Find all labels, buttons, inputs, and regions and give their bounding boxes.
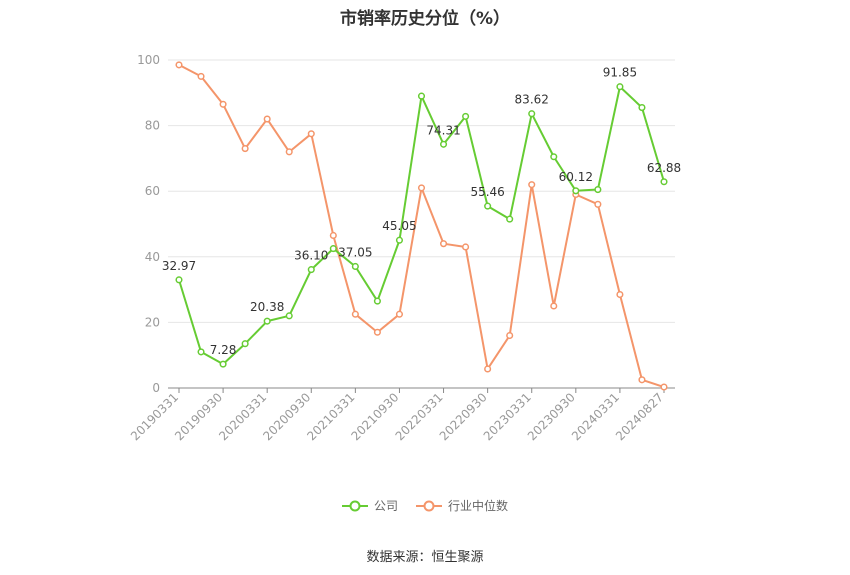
- y-tick-label: 100: [137, 53, 160, 67]
- data-point: [638, 376, 646, 384]
- legend-label-industry-median: 行业中位数: [448, 499, 509, 513]
- data-point: [439, 240, 448, 248]
- legend-item-industry-median[interactable]: 行业中位数: [416, 497, 508, 514]
- data-point: [417, 184, 426, 192]
- data-point: [307, 266, 315, 274]
- data-point: [462, 112, 470, 120]
- data-label: 20.38: [250, 300, 284, 314]
- data-point: [484, 202, 492, 210]
- data-point: [572, 187, 580, 195]
- legend-label-company: 公司: [373, 499, 398, 513]
- y-tick-label: 0: [152, 381, 160, 395]
- data-point: [638, 104, 646, 112]
- data-point: [528, 181, 536, 189]
- data-point: [528, 110, 536, 118]
- x-axis: 2019033120190930202003312020093020210331…: [128, 387, 675, 443]
- series-group: [175, 61, 668, 391]
- data-point: [462, 243, 470, 251]
- data-point: [351, 262, 359, 271]
- data-point: [329, 245, 337, 253]
- data-point: [616, 83, 624, 91]
- data-point: [219, 360, 227, 368]
- data-point: [616, 290, 624, 299]
- data-label: 83.62: [515, 93, 549, 107]
- data-point: [660, 178, 668, 186]
- data-label: 37.05: [338, 245, 372, 259]
- data-label: 36.10: [294, 249, 328, 263]
- y-tick-label: 40: [145, 250, 160, 264]
- data-point: [219, 100, 227, 108]
- data-point: [439, 140, 448, 148]
- data-label: 55.46: [470, 185, 504, 199]
- y-tick-label: 80: [145, 119, 160, 133]
- data-label: 45.05: [382, 219, 416, 233]
- data-point: [197, 348, 205, 356]
- data-point: [373, 297, 381, 305]
- y-tick-label: 20: [145, 315, 160, 329]
- data-label: 60.12: [559, 170, 593, 184]
- data-label: 62.88: [647, 161, 681, 175]
- y-axis: 0 20 40 60 80 100: [137, 53, 160, 395]
- x-tick-label: 20240827: [613, 390, 666, 443]
- data-point: [550, 302, 558, 310]
- data-point: [351, 310, 359, 318]
- chart-title: 市销率历史分位（%）: [339, 9, 511, 29]
- data-label: 91.85: [603, 66, 637, 80]
- data-label: 74.31: [426, 123, 460, 137]
- data-point: [550, 153, 558, 161]
- data-point: [175, 276, 183, 284]
- series-line-1: [178, 64, 665, 388]
- data-point: [660, 383, 668, 391]
- line-chart: 0 20 40 60 80 100 201903312019093020200331202…: [128, 53, 681, 443]
- data-label: 32.97: [162, 259, 196, 273]
- legend: 公司 行业中位数: [0, 497, 850, 514]
- legend-company-marker: [341, 500, 368, 511]
- data-point: [175, 61, 183, 69]
- data-labels: 32.97 7.28 20.38 36.10 37.05 45.05 74.31 55.46 8…: [162, 66, 681, 357]
- data-point: [484, 365, 492, 373]
- data-point: [241, 340, 249, 348]
- data-point: [307, 130, 315, 138]
- data-point: [395, 236, 404, 244]
- data-point: [263, 317, 271, 325]
- data-point: [506, 215, 514, 223]
- data-point: [594, 186, 602, 194]
- data-point: [241, 145, 249, 153]
- data-point: [395, 310, 404, 318]
- data-point: [197, 72, 205, 80]
- data-point: [263, 115, 271, 123]
- data-point: [285, 148, 293, 156]
- y-tick-label: 60: [145, 184, 160, 198]
- legend-item-company[interactable]: 公司: [341, 497, 398, 514]
- legend-industry-marker: [416, 500, 442, 511]
- data-point: [506, 331, 514, 340]
- data-label: 7.28: [210, 343, 237, 357]
- data-point: [329, 231, 337, 240]
- data-source: 数据来源：恒生聚源: [366, 550, 484, 565]
- data-point: [285, 312, 293, 320]
- data-point: [373, 328, 381, 336]
- data-point: [417, 92, 426, 100]
- data-point: [594, 200, 602, 208]
